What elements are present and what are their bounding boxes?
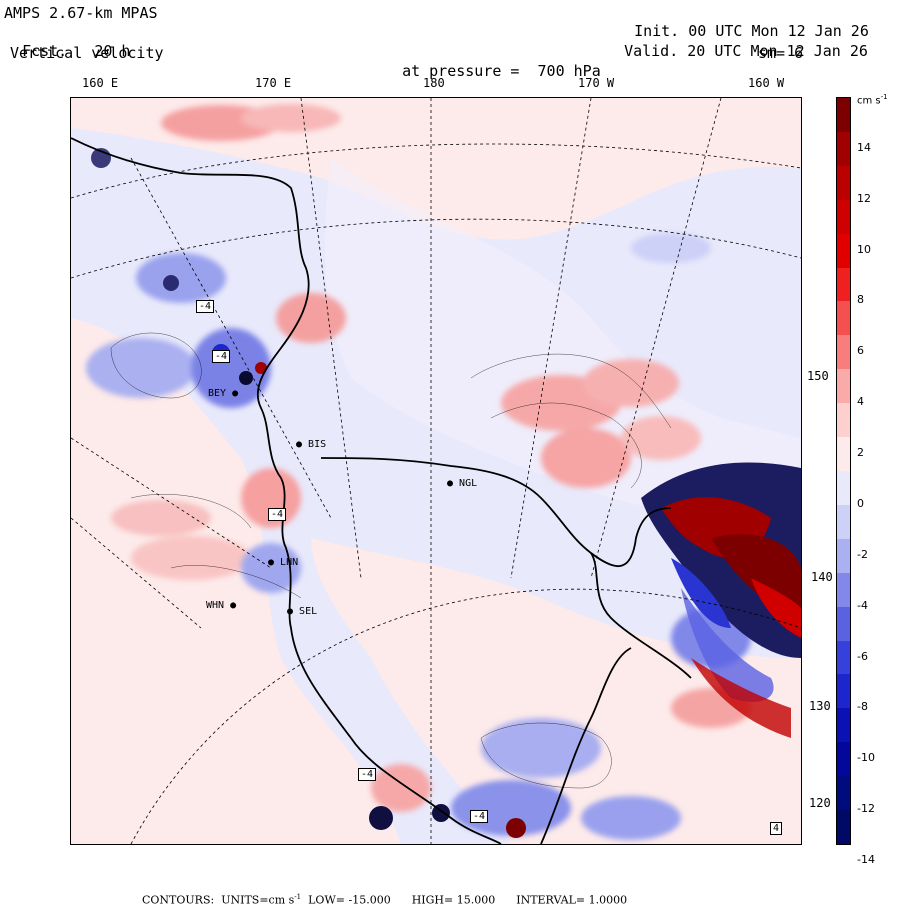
contour-label-box: -4	[196, 300, 215, 313]
graticule	[71, 98, 801, 844]
colorbar-label: -12	[857, 802, 875, 816]
station-bis: ● BIS	[296, 439, 327, 450]
colorbar-segment	[837, 674, 850, 709]
colorbar-segment	[837, 369, 850, 404]
contour-label-box: 4	[770, 822, 783, 835]
contour-label-box: -4	[470, 810, 489, 823]
ascent-patches	[111, 104, 751, 812]
colorbar-label: 6	[857, 344, 864, 358]
colorbar-segment	[837, 538, 850, 574]
colorbar-segment	[837, 165, 850, 201]
colorbar-segment	[837, 437, 850, 472]
colorbar-label: -6	[857, 649, 868, 663]
high-label: HIGH=	[411, 893, 454, 907]
colorbar-segment	[837, 199, 850, 235]
valid-time: Valid. 20 UTC Mon 12 Jan 26	[606, 24, 868, 60]
intense-mountain-wave-region	[641, 462, 801, 738]
colorbar-segment	[837, 301, 850, 336]
field-name: Vertical velocity	[10, 44, 164, 62]
colorbar-label: 0	[857, 496, 864, 510]
station-whn: WHN ●	[206, 600, 237, 611]
colorbar-segment	[837, 810, 850, 845]
colorbar-segment	[837, 131, 850, 167]
colorbar-segment	[837, 267, 850, 302]
low-label: LOW=	[308, 893, 345, 907]
pressure-label: at pressure =	[402, 62, 520, 80]
colorbar-label: 8	[857, 293, 864, 307]
interval-label: INTERVAL=	[516, 893, 586, 907]
colorbar-segment	[837, 572, 850, 608]
lon-label-160e: 160 E	[82, 76, 119, 90]
lon-label-170w: 170 W	[578, 76, 615, 90]
units-exp: -1	[294, 893, 302, 901]
station-bey-label: BEY	[208, 388, 227, 399]
colorbar-label: 12	[857, 191, 871, 205]
colorbar	[836, 97, 851, 845]
contour-label-box: -4	[358, 768, 377, 781]
colorbar-label: 14	[857, 140, 871, 154]
contour-label-box: -4	[268, 508, 287, 521]
valid-label: Valid.	[624, 42, 679, 60]
vertical-velocity-map	[70, 97, 802, 845]
units-label: UNITS=cm s	[221, 893, 295, 907]
colorbar-unit: cm s-1	[857, 93, 888, 106]
station-whn-label: WHN	[206, 600, 225, 611]
colorbar-label: -4	[857, 598, 868, 612]
colorbar-segment	[837, 640, 850, 675]
colorbar-segment	[837, 233, 850, 269]
map-canvas	[71, 98, 801, 844]
high-value: 15.000	[456, 893, 496, 907]
init-value: 00 UTC Mon 12 Jan 26	[688, 22, 869, 40]
smoothing-value: sm= 6	[758, 44, 804, 62]
station-sel-label: SEL	[299, 606, 318, 617]
colorbar-segment	[837, 742, 850, 777]
valid-value: 20 UTC Mon 12 Jan 26	[687, 42, 868, 60]
colorbar-segment	[837, 776, 850, 811]
pink-field-ross	[311, 538, 801, 844]
lon-label-180: 180	[423, 76, 445, 90]
coastline	[71, 137, 692, 844]
station-lhn: ● LHN	[268, 557, 299, 568]
colorbar-segment	[837, 708, 850, 743]
station-ngl-label: NGL	[459, 478, 478, 489]
pressure-value: 700 hPa	[537, 62, 601, 80]
init-label: Init.	[634, 22, 680, 40]
footer-contours: CONTOURS: UNITS=cm s-1 LOW= -15.000 HIGH…	[135, 880, 627, 907]
colorbar-segment	[837, 335, 850, 370]
colorbar-label: 4	[857, 395, 864, 409]
interval-value: 1.0000	[588, 893, 628, 907]
forecast-label: Fcst.	[22, 42, 68, 60]
colorbar-segment	[837, 98, 850, 133]
station-bey: BEY ●	[208, 388, 239, 399]
model-title: AMPS 2.67-km MPAS	[4, 4, 158, 22]
colorbar-label: -2	[857, 547, 868, 561]
station-sel: ● SEL	[287, 606, 318, 617]
colorbar-segment	[837, 403, 850, 438]
colorbar-label: -10	[857, 751, 875, 765]
forecast-value: 20 h	[94, 42, 131, 60]
pressure-level: at pressure = 700 hPa	[384, 44, 601, 80]
pink-field-west	[71, 318, 401, 844]
colorbar-unit-text: cm s	[857, 95, 881, 107]
colorbar-segment	[837, 606, 850, 642]
colorbar-label: -8	[857, 700, 868, 714]
low-value: -15.000	[348, 893, 391, 907]
contour-label-box: -4	[212, 350, 231, 363]
station-bis-label: BIS	[308, 439, 327, 450]
lon-label-170e: 170 E	[255, 76, 292, 90]
colorbar-unit-exp: -1	[880, 93, 888, 101]
colorbar-label: 10	[857, 242, 871, 256]
lon-label-160w: 160 W	[748, 76, 785, 90]
colorbar-label: 2	[857, 446, 864, 460]
contours-label: CONTOURS:	[142, 893, 215, 907]
colorbar-segment	[837, 471, 850, 506]
forecast-hour: Fcst. 20 h	[4, 24, 130, 60]
colorbar-segment	[837, 504, 850, 540]
station-lhn-label: LHN	[280, 557, 299, 568]
station-ngl: ● NGL	[447, 478, 478, 489]
colorbar-label: -14	[857, 852, 875, 866]
init-time: Init. 00 UTC Mon 12 Jan 26	[616, 4, 869, 40]
